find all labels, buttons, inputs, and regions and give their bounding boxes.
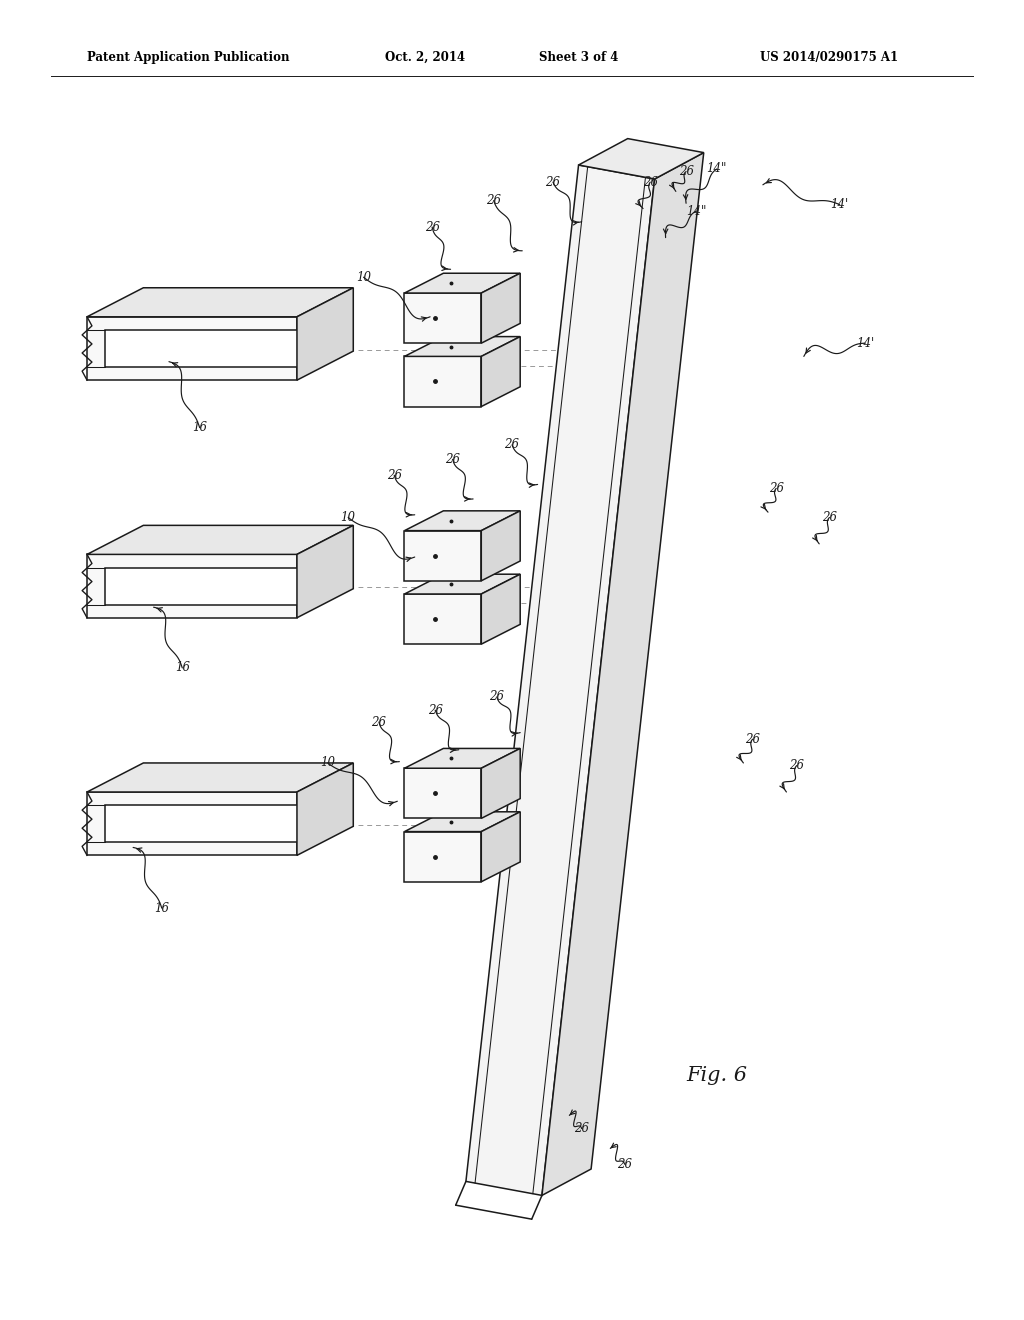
Text: 16: 16 bbox=[175, 661, 189, 675]
Text: 26: 26 bbox=[428, 704, 442, 717]
Polygon shape bbox=[87, 554, 297, 618]
Text: US 2014/0290175 A1: US 2014/0290175 A1 bbox=[761, 51, 898, 63]
Text: 16: 16 bbox=[155, 902, 169, 915]
Polygon shape bbox=[87, 763, 353, 792]
Polygon shape bbox=[87, 525, 353, 554]
Text: 26: 26 bbox=[387, 469, 401, 482]
Text: 26: 26 bbox=[505, 438, 519, 451]
Text: Fig. 6: Fig. 6 bbox=[686, 1067, 748, 1085]
Polygon shape bbox=[481, 273, 520, 343]
Text: Sheet 3 of 4: Sheet 3 of 4 bbox=[539, 51, 618, 63]
Text: Oct. 2, 2014: Oct. 2, 2014 bbox=[385, 51, 465, 63]
Polygon shape bbox=[404, 574, 520, 594]
Text: 26: 26 bbox=[489, 690, 504, 704]
Polygon shape bbox=[297, 525, 353, 618]
Text: 26: 26 bbox=[546, 176, 560, 189]
Text: 14": 14" bbox=[686, 205, 707, 218]
Text: Patent Application Publication: Patent Application Publication bbox=[87, 51, 290, 63]
Polygon shape bbox=[466, 165, 654, 1196]
Polygon shape bbox=[481, 748, 520, 818]
Text: 26: 26 bbox=[769, 482, 783, 495]
Polygon shape bbox=[404, 511, 520, 531]
Text: 26: 26 bbox=[425, 220, 439, 234]
Text: 26: 26 bbox=[617, 1158, 632, 1171]
Polygon shape bbox=[297, 288, 353, 380]
Polygon shape bbox=[404, 531, 481, 581]
Text: 26: 26 bbox=[790, 759, 804, 772]
Text: 26: 26 bbox=[372, 715, 386, 729]
Text: 26: 26 bbox=[445, 453, 460, 466]
Text: 26: 26 bbox=[643, 176, 657, 189]
Text: 10: 10 bbox=[341, 511, 355, 524]
Text: 14': 14' bbox=[830, 198, 849, 211]
Polygon shape bbox=[87, 288, 353, 317]
Polygon shape bbox=[404, 768, 481, 818]
Polygon shape bbox=[404, 356, 481, 407]
Polygon shape bbox=[404, 812, 520, 832]
Text: 10: 10 bbox=[356, 271, 371, 284]
Text: 26: 26 bbox=[745, 733, 760, 746]
Polygon shape bbox=[404, 337, 520, 356]
Polygon shape bbox=[87, 792, 297, 855]
Text: 14": 14" bbox=[707, 162, 727, 176]
Text: 16: 16 bbox=[193, 421, 207, 434]
Text: 10: 10 bbox=[321, 756, 335, 770]
Polygon shape bbox=[404, 832, 481, 882]
Polygon shape bbox=[87, 317, 297, 380]
Text: 26: 26 bbox=[822, 511, 837, 524]
Polygon shape bbox=[579, 139, 703, 180]
Polygon shape bbox=[481, 511, 520, 581]
Text: 26: 26 bbox=[679, 165, 693, 178]
Polygon shape bbox=[481, 812, 520, 882]
Polygon shape bbox=[404, 594, 481, 644]
Polygon shape bbox=[481, 337, 520, 407]
Polygon shape bbox=[404, 293, 481, 343]
Polygon shape bbox=[404, 748, 520, 768]
Text: 14': 14' bbox=[856, 337, 874, 350]
Text: 26: 26 bbox=[574, 1122, 589, 1135]
Text: 26: 26 bbox=[486, 194, 501, 207]
Polygon shape bbox=[297, 763, 353, 855]
Polygon shape bbox=[481, 574, 520, 644]
Polygon shape bbox=[542, 153, 703, 1196]
Polygon shape bbox=[404, 273, 520, 293]
